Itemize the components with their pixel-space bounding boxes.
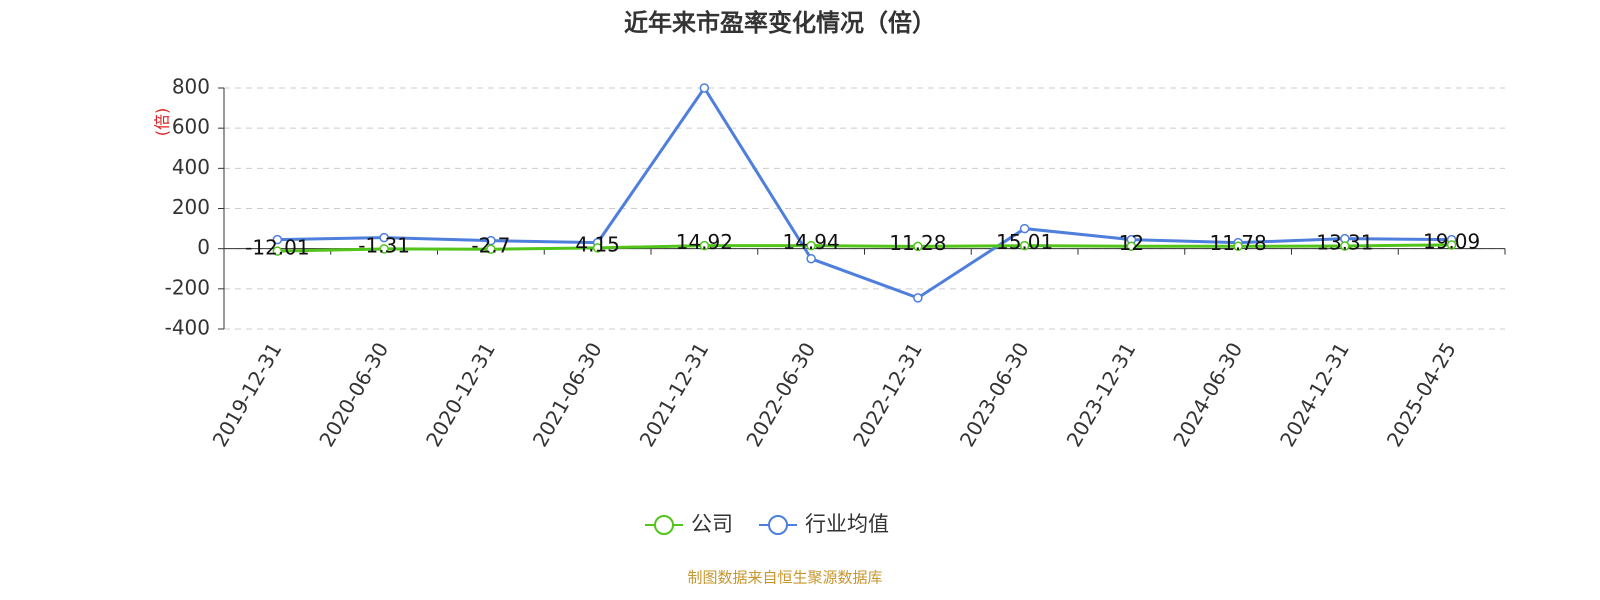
y-tick-label: 200 xyxy=(172,195,210,219)
x-tick-label: 2024-06-30 xyxy=(1168,338,1247,451)
data-point xyxy=(1340,241,1350,251)
data-point xyxy=(1233,241,1243,252)
x-tick-label: 2025-04-25 xyxy=(1382,338,1461,451)
y-tick-label: 600 xyxy=(172,115,210,139)
chart-title: 近年来市盈率变化情况（倍） xyxy=(624,9,936,37)
data-point xyxy=(486,244,496,254)
data-label: 19.09 xyxy=(1423,229,1480,253)
data-label: 13.31 xyxy=(1316,230,1373,254)
x-tick-label: 2019-12-31 xyxy=(208,338,287,451)
data-point xyxy=(699,240,710,251)
series-line xyxy=(277,243,1452,253)
y-tick-label: -400 xyxy=(165,316,210,340)
x-tick-label: 2022-12-31 xyxy=(848,338,927,451)
y-tick-label: 800 xyxy=(172,75,210,99)
y-tick-label: 0 xyxy=(197,235,210,259)
data-label: -12.01 xyxy=(245,236,309,260)
data-label: 11.78 xyxy=(1209,231,1266,255)
data-label: 12 xyxy=(1119,231,1144,255)
y-tick-label: 400 xyxy=(172,155,210,179)
legend-marker xyxy=(768,515,788,535)
data-point xyxy=(1446,240,1457,250)
legend-marker xyxy=(654,515,674,535)
data-point xyxy=(379,232,389,243)
data-label: 14.94 xyxy=(782,230,839,254)
legend-label: 行业均值 xyxy=(805,512,889,536)
legend-item: 行业均值 xyxy=(759,512,889,536)
x-tick-label: 2021-12-31 xyxy=(635,338,714,451)
data-label: 14.92 xyxy=(676,230,733,254)
data-point xyxy=(806,253,816,264)
legend-label: 公司 xyxy=(691,512,733,536)
y-axis-label: (倍) xyxy=(153,108,172,137)
data-point xyxy=(379,244,389,254)
data-point xyxy=(913,241,923,252)
data-point xyxy=(1019,240,1030,251)
data-label: -2.7 xyxy=(471,234,510,258)
data-label: 11.28 xyxy=(889,231,946,255)
data-point xyxy=(272,234,283,245)
source-note: 制图数据来自恒生聚源数据库 xyxy=(687,569,882,587)
data-point xyxy=(913,293,923,303)
x-tick-label: 2023-06-30 xyxy=(955,338,1034,451)
data-point xyxy=(699,83,710,93)
x-tick-label: 2022-06-30 xyxy=(741,338,820,451)
data-point xyxy=(806,240,816,251)
data-point xyxy=(1019,223,1030,234)
x-tick-label: 2023-12-31 xyxy=(1062,338,1141,451)
y-tick-label: -200 xyxy=(165,275,210,299)
data-point xyxy=(1126,241,1137,252)
data-label: 15.01 xyxy=(996,230,1053,254)
series-line xyxy=(277,85,1452,300)
x-tick-label: 2020-12-31 xyxy=(421,338,500,451)
x-tick-label: 2021-06-30 xyxy=(528,338,607,451)
data-point xyxy=(592,243,603,253)
x-tick-label: 2024-12-31 xyxy=(1275,338,1354,451)
data-label: -1.31 xyxy=(358,233,410,257)
legend-item: 公司 xyxy=(645,512,733,536)
data-label: 4.15 xyxy=(575,232,620,256)
x-tick-label: 2020-06-30 xyxy=(314,338,393,451)
data-point xyxy=(272,246,283,256)
